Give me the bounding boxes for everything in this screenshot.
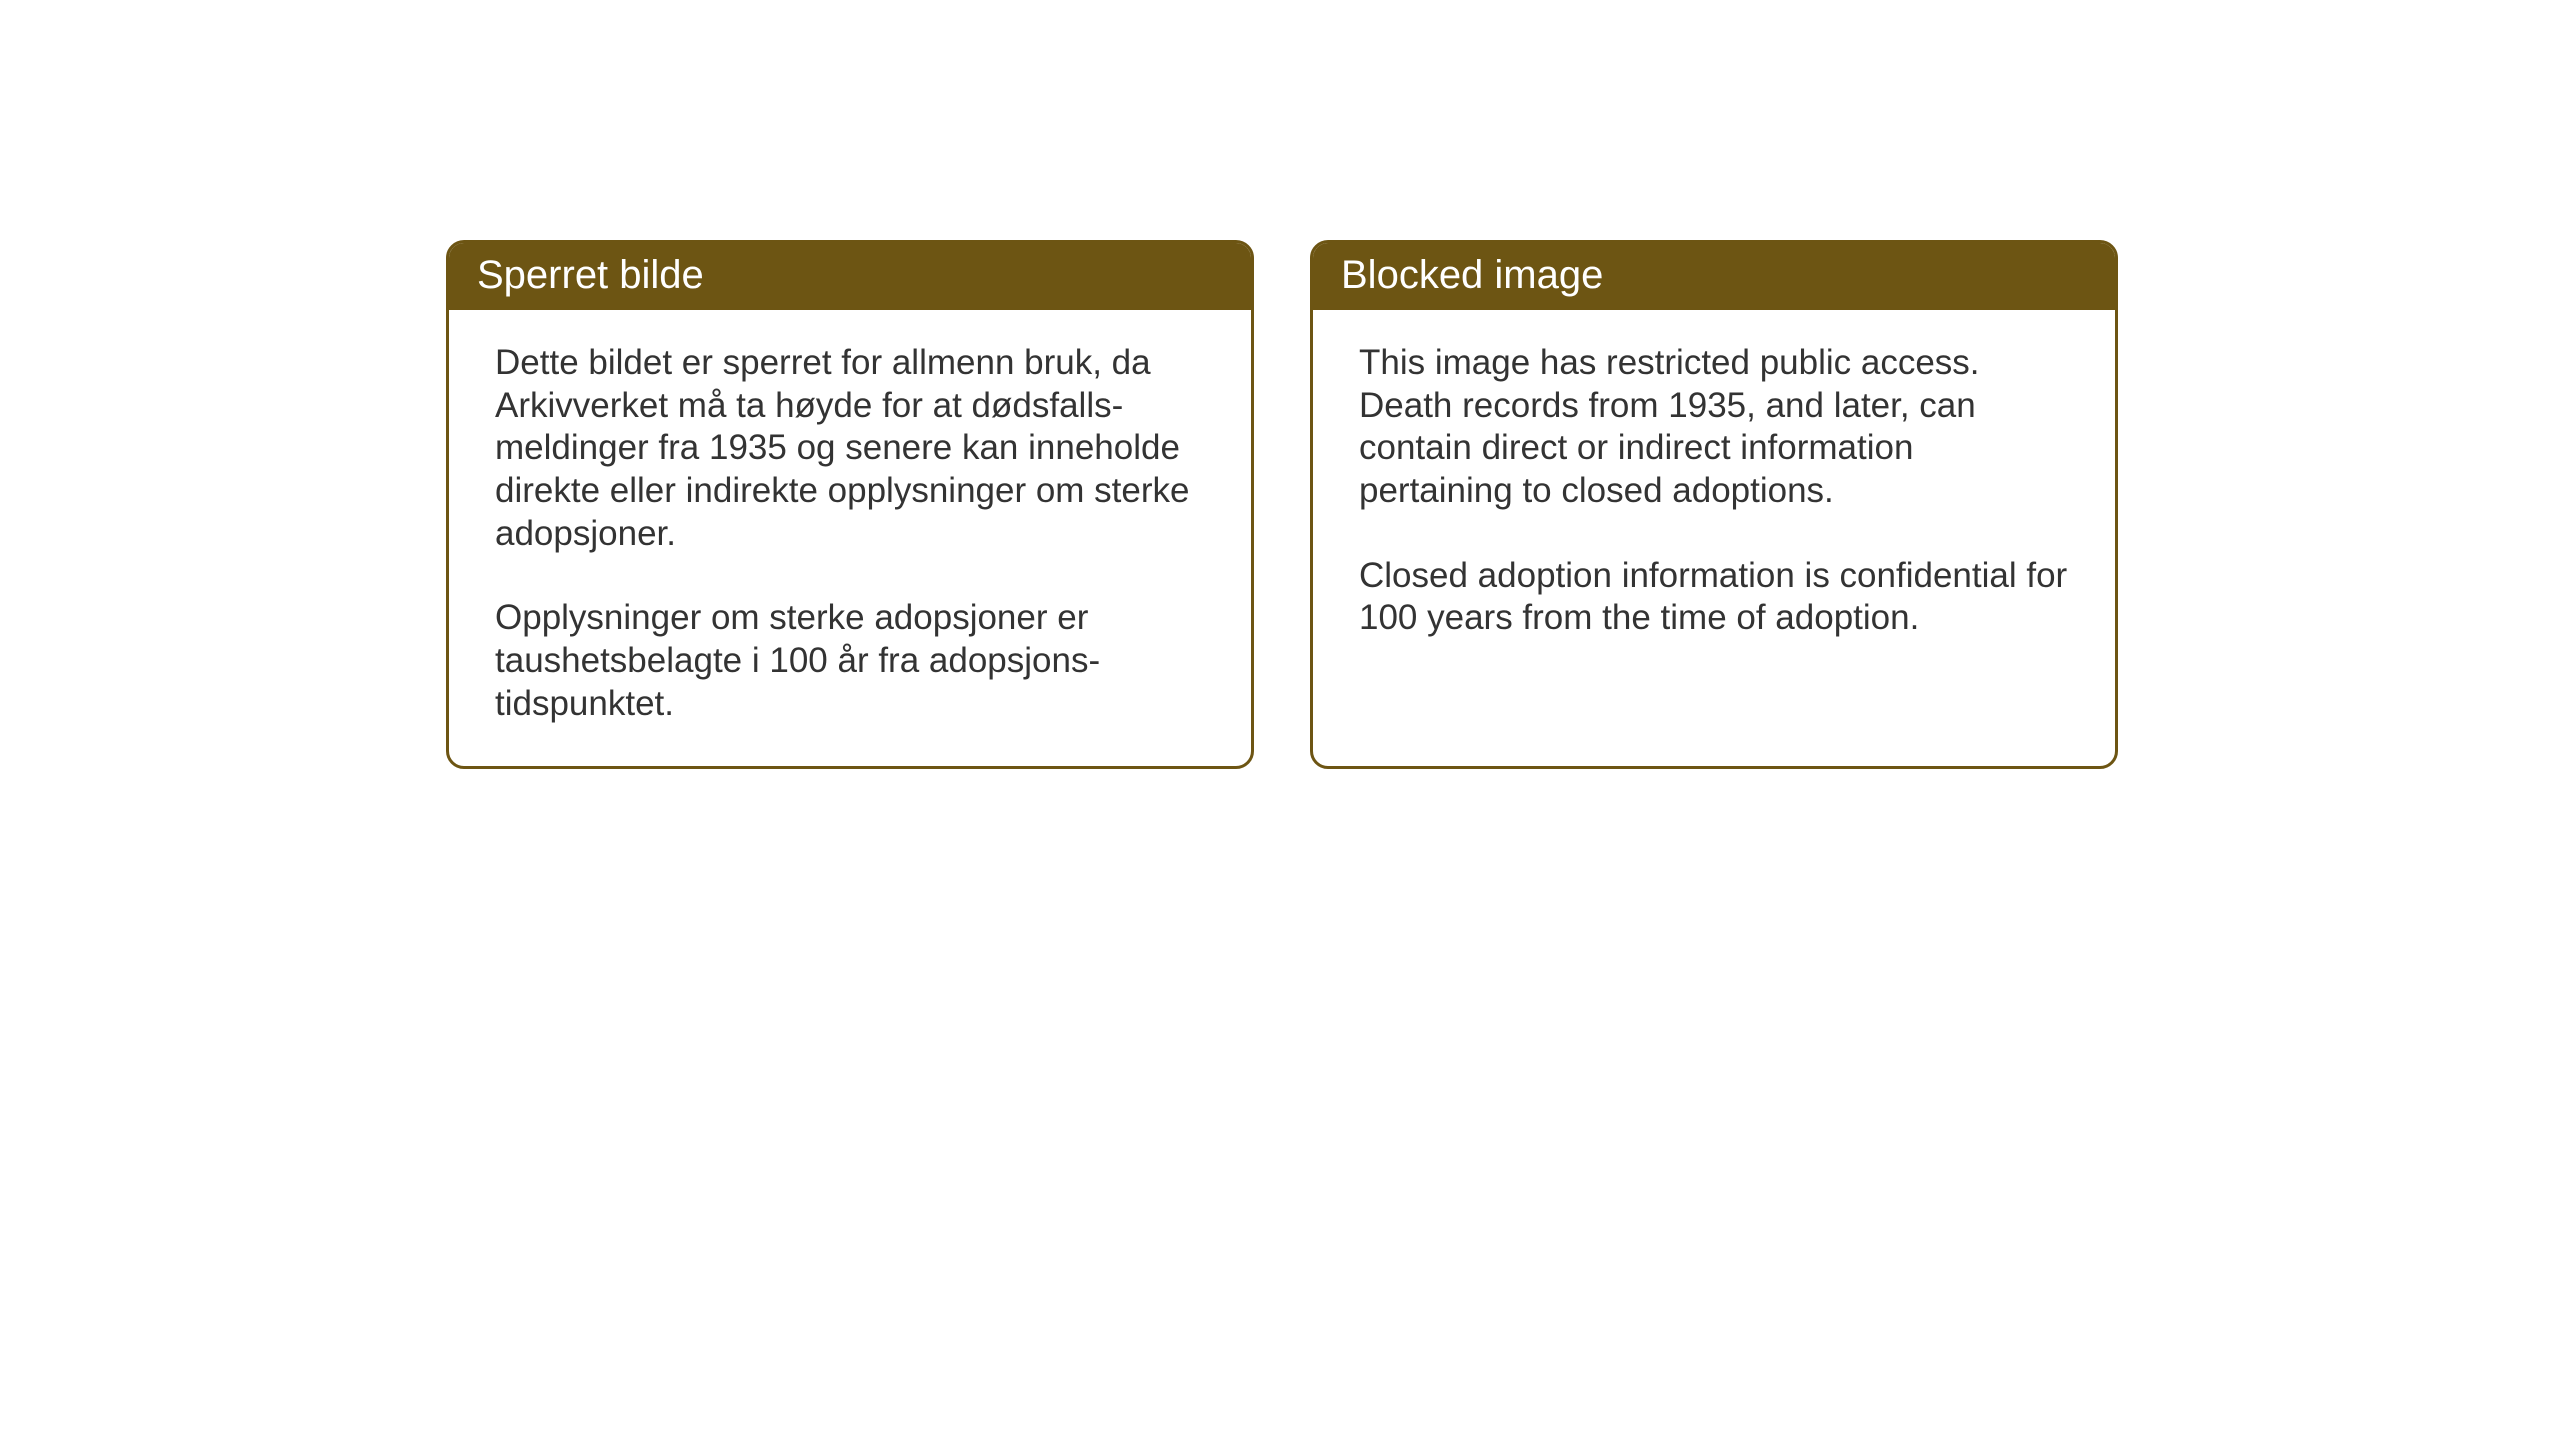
- notice-card-norwegian: Sperret bilde Dette bildet er sperret fo…: [446, 240, 1254, 769]
- paragraph-norwegian-2: Opplysninger om sterke adopsjoner er tau…: [495, 597, 1205, 725]
- card-header-english: Blocked image: [1313, 243, 2115, 310]
- card-header-norwegian: Sperret bilde: [449, 243, 1251, 310]
- card-body-english: This image has restricted public access.…: [1313, 310, 2115, 680]
- notice-container: Sperret bilde Dette bildet er sperret fo…: [446, 240, 2118, 769]
- notice-card-english: Blocked image This image has restricted …: [1310, 240, 2118, 769]
- paragraph-english-1: This image has restricted public access.…: [1359, 342, 2069, 513]
- paragraph-english-2: Closed adoption information is confident…: [1359, 555, 2069, 640]
- paragraph-norwegian-1: Dette bildet er sperret for allmenn bruk…: [495, 342, 1205, 555]
- card-body-norwegian: Dette bildet er sperret for allmenn bruk…: [449, 310, 1251, 766]
